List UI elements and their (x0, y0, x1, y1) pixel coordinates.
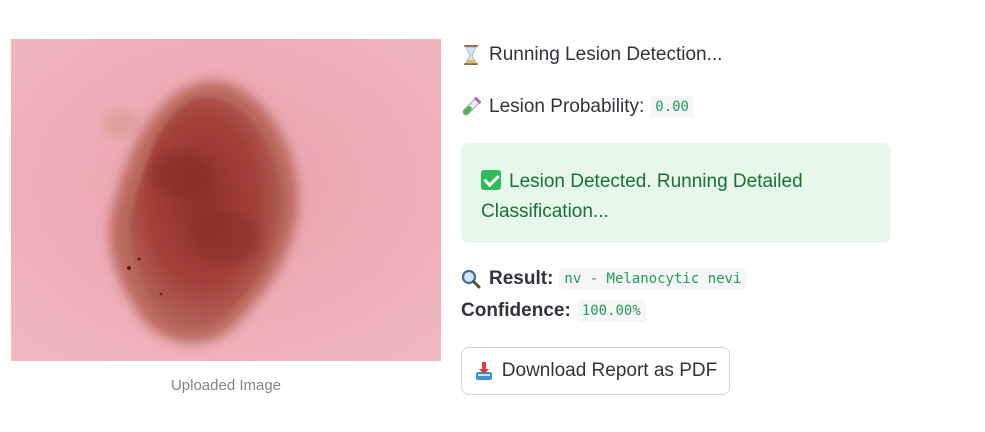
result-line: Result: nv - Melanocytic nevi (461, 268, 747, 290)
probability-label: Lesion Probability: (489, 96, 645, 117)
confidence-line: Confidence: 100.00% (461, 300, 646, 322)
download-report-button[interactable]: Download Report as PDF (461, 347, 730, 395)
running-status: Running Lesion Detection... (461, 44, 722, 66)
lesion-image (11, 39, 441, 361)
probability-line: Lesion Probability: 0.00 (461, 96, 694, 118)
running-status-text: Running Lesion Detection... (489, 44, 723, 65)
alert-text: Lesion Detected. Running Detailed Classi… (481, 171, 803, 222)
download-button-label: Download Report as PDF (501, 360, 718, 381)
magnifying-glass-icon (461, 269, 481, 289)
test-tube-icon (462, 96, 481, 116)
probability-value: 0.00 (650, 96, 694, 118)
result-label: Result: (489, 268, 554, 289)
download-tray-icon (475, 362, 492, 380)
check-mark-icon (481, 170, 501, 190)
result-value: nv - Melanocytic nevi (559, 268, 747, 290)
success-alert: Lesion Detected. Running Detailed Classi… (461, 143, 891, 243)
image-caption: Uploaded Image (170, 377, 282, 394)
hourglass-icon (464, 45, 478, 65)
confidence-value: 100.00% (576, 300, 646, 322)
confidence-label: Confidence: (461, 300, 571, 321)
uploaded-image-panel: Uploaded Image (11, 39, 441, 394)
